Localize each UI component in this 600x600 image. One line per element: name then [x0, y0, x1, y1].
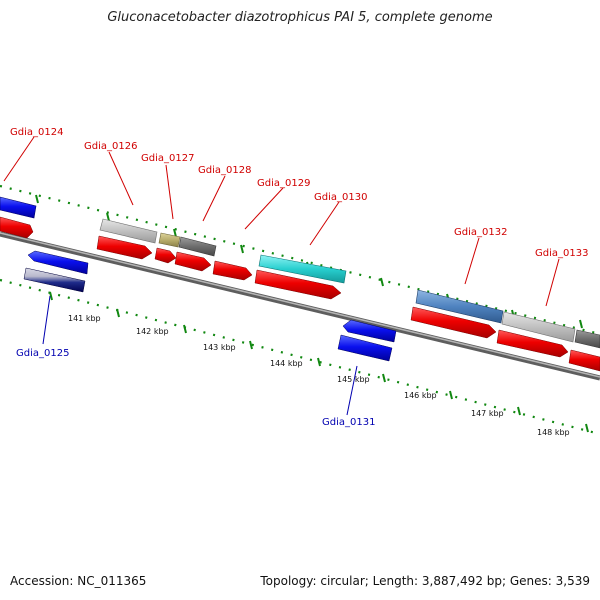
forward-feature-row — [0, 196, 600, 349]
reverse-gene-feature-gdia-0125[interactable] — [23, 267, 86, 293]
inner-track-ticks — [49, 291, 589, 433]
genome-backbone — [0, 231, 600, 381]
kbp-tick-labels: 141 kbp 142 kbp 143 kbp 144 kbp 145 kbp … — [68, 314, 570, 437]
tick-label: 146 kbp — [404, 391, 437, 400]
tick-label: 142 kbp — [136, 327, 169, 336]
gene-label-gdia-0133[interactable]: Gdia_0133 — [535, 248, 588, 259]
gene-feature-gdia-0126[interactable] — [99, 218, 158, 244]
cds-arrow[interactable] — [154, 247, 177, 264]
forward-gene-labels: Gdia_0124 Gdia_0126 Gdia_0127 Gdia_0128 … — [10, 127, 588, 259]
accession-text: Accession: NC_011365 — [10, 574, 147, 588]
gene-label-gdia-0126[interactable]: Gdia_0126 — [84, 141, 137, 152]
genome-title: Gluconacetobacter diazotrophicus PAI 5, … — [107, 10, 493, 25]
tick-label: 143 kbp — [203, 343, 236, 352]
tick-label: 148 kbp — [537, 428, 570, 437]
cds-arrow[interactable] — [212, 260, 253, 281]
reverse-cds-arrow-gdia-0131[interactable] — [342, 319, 397, 343]
tick-label: 147 kbp — [471, 409, 504, 418]
gene-feature-next[interactable] — [574, 329, 600, 349]
gene-label-gdia-0125[interactable]: Gdia_0125 — [16, 348, 69, 359]
reverse-feature-row — [23, 250, 397, 362]
gene-feature-gdia-0132[interactable] — [415, 289, 504, 324]
reverse-gene-feature-gdia-0131[interactable] — [337, 334, 393, 362]
gene-feature-gdia-0133[interactable] — [501, 311, 576, 343]
forward-cds-row — [0, 216, 600, 372]
cds-arrow[interactable] — [410, 306, 497, 339]
gene-label-gdia-0132[interactable]: Gdia_0132 — [454, 227, 507, 238]
cds-arrow[interactable] — [174, 251, 212, 272]
gene-label-gdia-0128[interactable]: Gdia_0128 — [198, 165, 251, 176]
gene-label-gdia-0131[interactable]: Gdia_0131 — [322, 417, 375, 428]
forward-leader-lines — [3, 136, 560, 307]
gene-feature-gdia-0128[interactable] — [178, 236, 217, 257]
gene-label-gdia-0130[interactable]: Gdia_0130 — [314, 192, 367, 203]
cds-arrow[interactable] — [254, 269, 342, 300]
genome-summary-text: Topology: circular; Length: 3,887,492 bp… — [260, 574, 590, 588]
gene-feature-gdia-0127[interactable] — [158, 232, 181, 248]
reverse-leader-lines — [42, 295, 358, 416]
reverse-cds-arrow-gdia-0125[interactable] — [27, 250, 89, 275]
outer-dotted-track — [0, 184, 600, 336]
gene-feature-gdia-0124[interactable] — [0, 196, 37, 219]
reverse-gene-labels: Gdia_0125 Gdia_0131 — [16, 348, 375, 428]
cds-arrow[interactable] — [96, 235, 153, 260]
cds-arrow[interactable] — [496, 329, 569, 358]
tick-label: 145 kbp — [337, 375, 370, 384]
gene-label-gdia-0127[interactable]: Gdia_0127 — [141, 153, 194, 164]
gene-label-gdia-0129[interactable]: Gdia_0129 — [257, 178, 310, 189]
tick-label: 144 kbp — [270, 359, 303, 368]
gene-feature-gdia-0130[interactable] — [258, 254, 347, 284]
tick-label: 141 kbp — [68, 314, 101, 323]
cds-arrow[interactable] — [0, 216, 34, 239]
cds-arrow[interactable] — [568, 349, 600, 372]
gene-label-gdia-0124[interactable]: Gdia_0124 — [10, 127, 63, 138]
